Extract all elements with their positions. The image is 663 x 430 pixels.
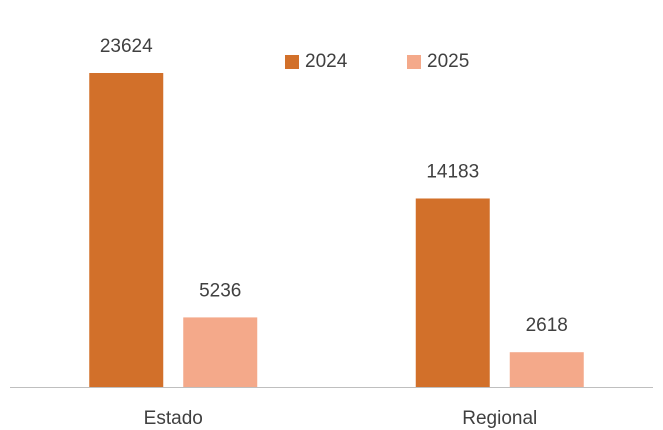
legend-label: 2025	[427, 51, 469, 72]
bar	[509, 352, 584, 387]
legend-swatch	[407, 55, 421, 69]
data-label: 2618	[526, 315, 568, 336]
data-label: 23624	[100, 36, 153, 57]
legend-label: 2024	[305, 51, 348, 72]
x-tick-label: Estado	[144, 408, 203, 429]
bar	[183, 317, 258, 387]
data-label: 5236	[199, 280, 241, 301]
x-tick-label: Regional	[462, 408, 537, 429]
legend-swatch	[285, 55, 299, 69]
data-label: 14183	[426, 162, 479, 183]
bar	[415, 198, 490, 387]
bar	[89, 73, 164, 387]
